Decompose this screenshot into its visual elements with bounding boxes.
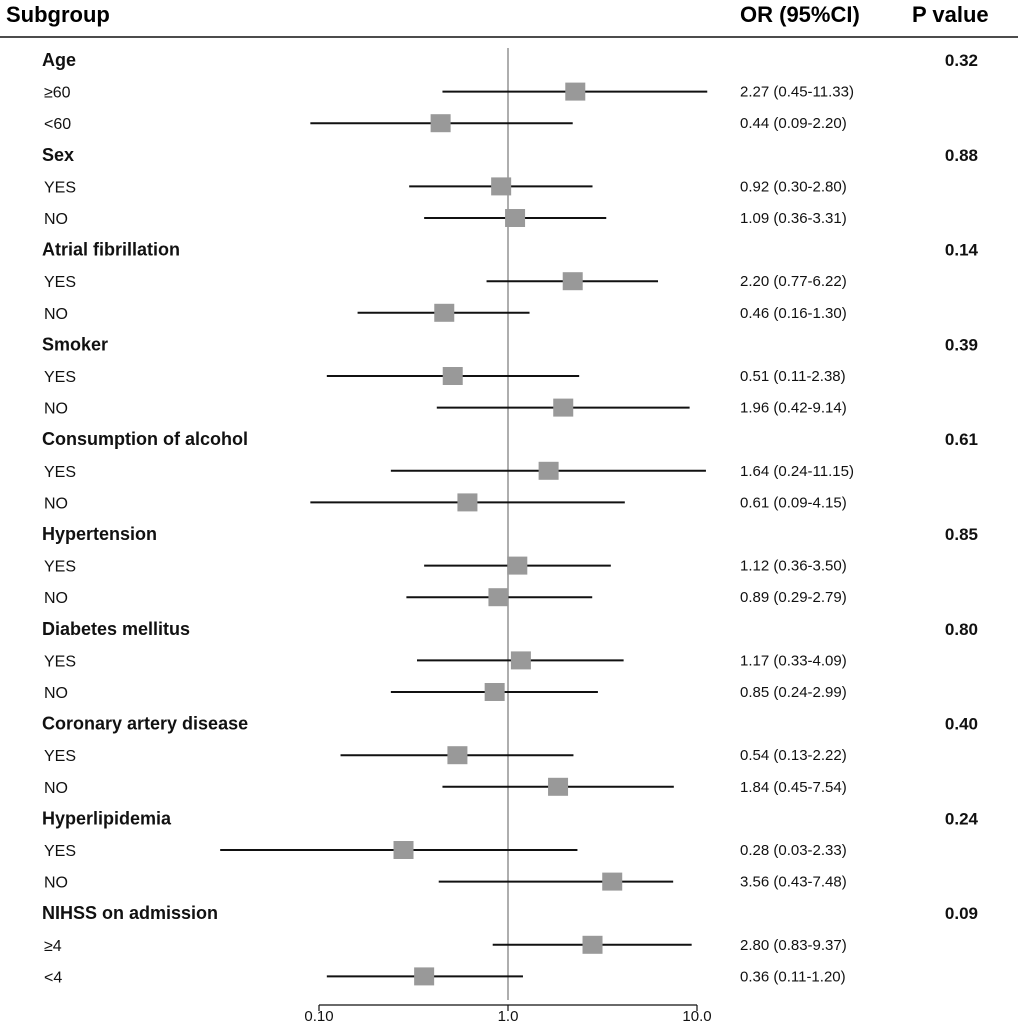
x-tick-label: 0.10 [304,1008,333,1024]
or-marker [488,588,509,607]
p-value: 0.85 [945,525,978,544]
p-value: 0.24 [945,809,979,828]
or-ci-text: 0.46 (0.16-1.30) [740,305,847,322]
or-marker [414,967,435,986]
or-marker [457,493,478,512]
subgroup-label: YES [44,369,76,386]
or-marker [565,82,586,101]
p-value: 0.32 [945,51,978,70]
subgroup-label: NO [44,590,68,607]
x-tick-label: 1.0 [498,1008,519,1024]
subgroup-label: NO [44,685,68,702]
subgroup-label: YES [44,559,76,576]
or-ci-text: 2.27 (0.45-11.33) [740,84,854,101]
subgroup-label: YES [44,748,76,765]
or-ci-text: 0.51 (0.11-2.38) [740,368,846,385]
or-marker [393,841,414,859]
or-ci-text: 1.17 (0.33-4.09) [740,652,847,669]
or-ci-text: 1.84 (0.45-7.54) [740,779,847,796]
group-label: Consumption of alcohol [42,429,248,449]
subgroup-label: NO [44,780,68,797]
subgroup-label: YES [44,464,76,481]
p-value: 0.40 [945,715,978,734]
or-marker [548,777,569,796]
or-ci-text: 1.96 (0.42-9.14) [740,400,847,417]
group-label: Hyperlipidemia [42,808,172,828]
or-marker [434,303,455,322]
or-marker [553,398,574,417]
or-ci-text: 1.64 (0.24-11.15) [740,463,854,480]
subgroup-label: ≥4 [44,938,62,955]
or-ci-text: 2.20 (0.77-6.22) [740,273,847,290]
or-marker [442,367,463,385]
p-value: 0.88 [945,146,978,165]
subgroup-label: <4 [44,969,62,986]
or-marker [484,683,505,701]
p-value: 0.09 [945,904,978,923]
group-label: Smoker [42,334,108,354]
subgroup-label: NO [44,211,68,228]
or-ci-text: 0.89 (0.29-2.79) [740,589,847,606]
or-marker [582,935,603,954]
or-ci-text: 0.44 (0.09-2.20) [740,115,847,132]
subgroup-label: NO [44,495,68,512]
or-ci-text: 0.85 (0.24-2.99) [740,684,847,701]
subgroup-label: NO [44,306,68,323]
or-ci-text: 0.61 (0.09-4.15) [740,494,847,511]
or-marker [602,872,623,891]
or-ci-text: 1.09 (0.36-3.31) [740,210,847,227]
p-value: 0.61 [945,430,978,449]
group-label: Hypertension [42,524,157,544]
or-marker [491,177,512,196]
p-value: 0.14 [945,241,979,260]
or-marker [507,556,528,575]
group-label: NIHSS on admission [42,903,218,923]
or-ci-text: 0.36 (0.11-1.20) [740,968,846,985]
subgroup-label: ≥60 [44,85,71,102]
or-ci-text: 0.54 (0.13-2.22) [740,747,847,764]
x-tick-label: 10.0 [682,1008,711,1024]
or-marker [447,746,468,765]
subgroup-label: YES [44,843,76,860]
or-marker [430,114,451,133]
or-ci-text: 0.28 (0.03-2.33) [740,842,847,859]
group-label: Age [42,50,76,70]
p-value: 0.80 [945,620,978,639]
subgroup-label: NO [44,875,68,892]
subgroup-header: Subgroup [6,2,110,27]
or-marker [510,651,531,670]
or-ci-text: 3.56 (0.43-7.48) [740,874,847,891]
or-ci-text: 0.92 (0.30-2.80) [740,178,847,195]
group-label: Atrial fibrillation [42,240,180,260]
or-ci-text: 2.80 (0.83-9.37) [740,937,847,954]
or-marker [562,272,583,291]
or-marker [505,209,526,227]
p-value: 0.39 [945,335,978,354]
group-label: Coronary artery disease [42,714,248,734]
subgroup-label: <60 [44,116,71,133]
or-marker [538,461,559,480]
or-header: OR (95%CI) [740,2,860,27]
subgroup-label: YES [44,653,76,670]
p-value-header: P value [912,2,989,27]
subgroup-label: YES [44,274,76,291]
subgroup-label: YES [44,179,76,196]
group-label: Diabetes mellitus [42,619,190,639]
or-ci-text: 1.12 (0.36-3.50) [740,558,847,575]
subgroup-label: NO [44,401,68,418]
group-label: Sex [42,145,74,165]
